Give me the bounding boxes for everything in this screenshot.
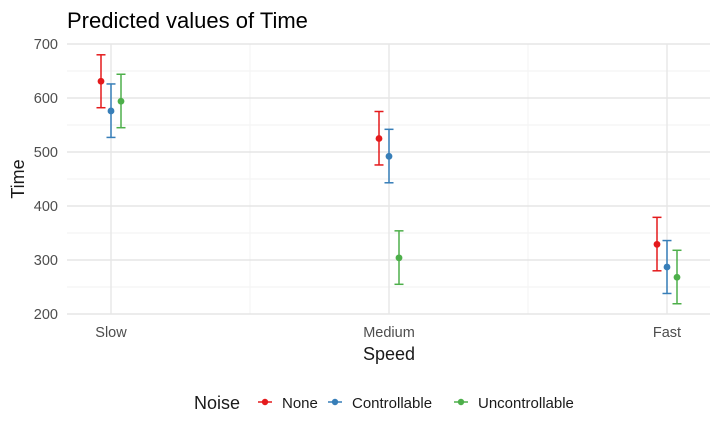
legend-key-point	[457, 398, 465, 406]
data-point	[395, 254, 403, 262]
data-point	[117, 97, 125, 105]
y-tick-label: 700	[34, 37, 58, 53]
legend-title: Noise	[194, 393, 240, 413]
y-tick-label: 600	[34, 91, 58, 107]
y-axis-title: Time	[8, 159, 28, 198]
data-point	[97, 77, 105, 85]
y-axis-ticks: 200 300 400 500 600 700	[34, 37, 58, 323]
legend-label: Controllable	[352, 395, 432, 412]
y-tick-label: 300	[34, 253, 58, 269]
x-tick-label: Fast	[653, 325, 681, 341]
data-point	[653, 240, 661, 248]
legend-key-point	[331, 398, 339, 406]
legend-item-controllable: Controllable	[328, 395, 432, 412]
grid	[67, 43, 710, 315]
data-point	[663, 263, 671, 271]
legend-label: None	[282, 395, 318, 412]
y-tick-label: 200	[34, 307, 58, 323]
data-marks	[96, 54, 682, 305]
legend: Noise None Controllable Uncontrollable	[194, 393, 574, 413]
y-tick-label: 400	[34, 199, 58, 215]
legend-label: Uncontrollable	[478, 395, 574, 412]
x-axis-ticks: Slow Medium Fast	[95, 325, 681, 341]
data-point	[673, 273, 681, 281]
legend-item-uncontrollable: Uncontrollable	[454, 395, 574, 412]
y-tick-label: 500	[34, 145, 58, 161]
data-point	[385, 152, 393, 160]
series-controllable	[106, 83, 672, 295]
legend-key-point	[261, 398, 269, 406]
x-tick-label: Slow	[95, 325, 127, 341]
chart-title: Predicted values of Time	[67, 8, 308, 33]
x-axis-title: Speed	[363, 344, 415, 364]
series-uncontrollable	[116, 73, 682, 305]
data-point	[375, 135, 383, 142]
legend-item-none: None	[258, 395, 318, 412]
data-point	[107, 107, 115, 115]
series-none	[96, 54, 662, 272]
x-tick-label: Medium	[363, 325, 415, 341]
